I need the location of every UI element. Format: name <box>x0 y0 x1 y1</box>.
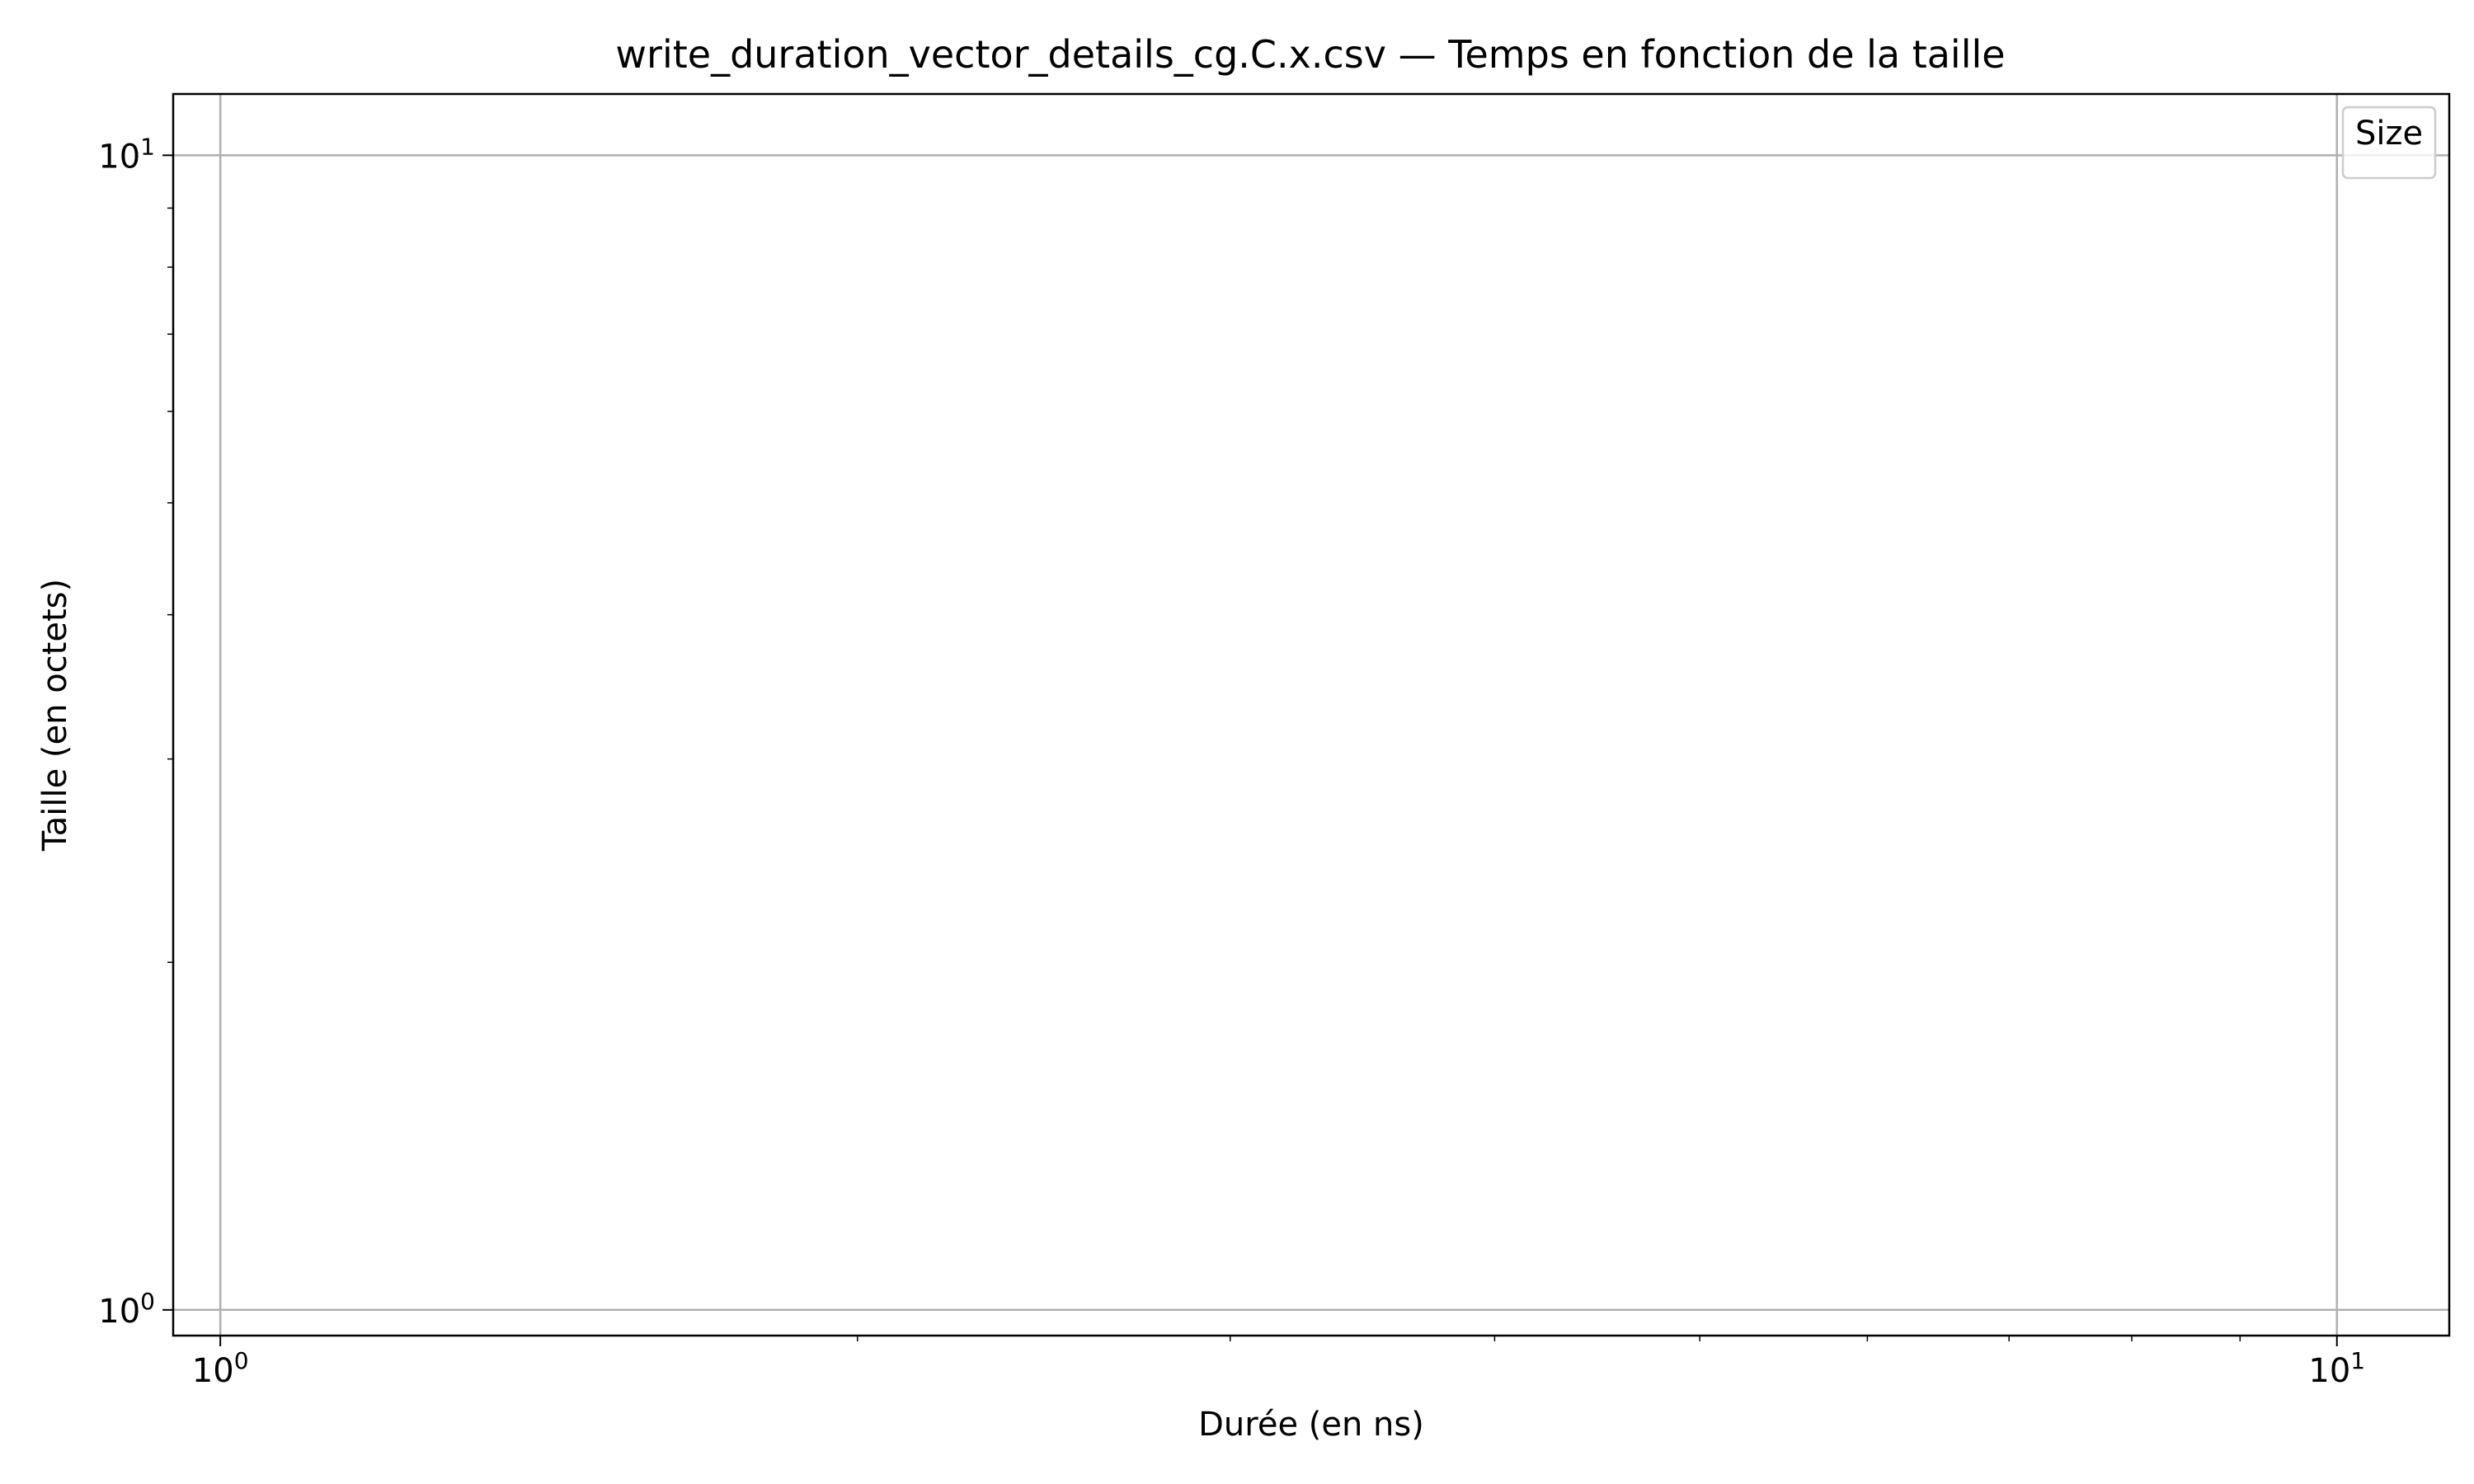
y-axis-label: Taille (en octets) <box>36 579 74 852</box>
y-tick-label: 101 <box>98 133 155 176</box>
plot-frame <box>172 92 2451 1337</box>
legend-box <box>2341 106 2437 180</box>
x-tick-label: 101 <box>2308 1347 2365 1390</box>
major-ticks: 100 101 100 101 <box>98 133 2365 1390</box>
legend-title: Size <box>2355 115 2423 153</box>
x-tick-label: 100 <box>192 1347 249 1390</box>
chart-title: write_duration_vector_details_cg.C.x.csv… <box>615 32 2005 77</box>
legend: Size <box>2341 106 2437 180</box>
x-axis-label: Durée (en ns) <box>1198 1406 1424 1444</box>
y-tick-label: 100 <box>98 1288 155 1331</box>
grid <box>173 94 2449 1336</box>
